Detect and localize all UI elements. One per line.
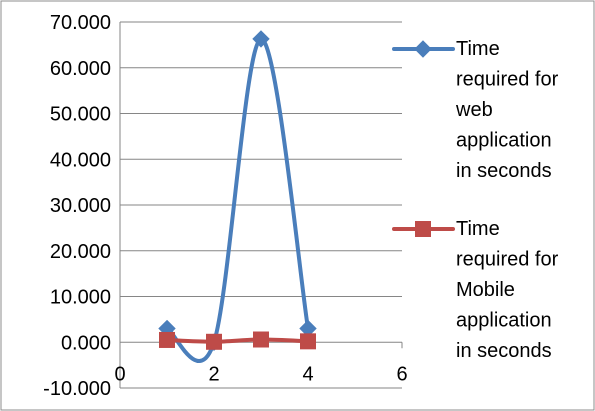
series-line (165, 337, 310, 344)
y-tick-label: -10.000 (43, 378, 111, 400)
x-tick-label: 0 (114, 363, 125, 385)
gridlines (120, 21, 402, 389)
legend-label-line: in seconds (456, 340, 552, 362)
y-tick-label: 30.000 (50, 195, 111, 217)
series-line (165, 36, 310, 363)
legend-label-line: Mobile (456, 279, 515, 301)
y-tick-label: 20.000 (50, 241, 111, 263)
y-tick-label: 50.000 (50, 104, 111, 126)
data-point (252, 30, 270, 48)
legend-label-line: required for (456, 249, 559, 271)
data-point (159, 331, 175, 348)
legend-item: Time required for web application in seconds (392, 38, 559, 182)
x-tick-label: 6 (396, 363, 407, 385)
legend: Time required for web application in seconds… (392, 38, 559, 362)
y-tick-label: 60.000 (50, 58, 111, 80)
y-tick-label: 70.000 (50, 12, 111, 34)
legend-label-line: required for (456, 69, 559, 91)
legend-label-line: web (455, 99, 493, 121)
legend-label-line: application (456, 130, 552, 152)
series-group (158, 30, 317, 363)
legend-item: Time required for Mobile application in seco… (392, 218, 559, 362)
y-tick-label: 40.000 (50, 149, 111, 171)
legend-label-line: application (456, 310, 552, 332)
data-point (206, 333, 222, 350)
data-point (253, 331, 269, 348)
axes: -10.000 0.000 10.000 20.000 30.000 40.000 50.0… (43, 12, 407, 400)
y-tick-label: 0.000 (61, 332, 111, 354)
x-tick-label: 4 (302, 363, 313, 385)
legend-label-line: Time (456, 218, 500, 240)
legend-swatch-marker (415, 221, 431, 237)
legend-label-line: Time (456, 38, 500, 60)
legend-swatch-marker (414, 40, 432, 58)
x-tick-label: 2 (208, 363, 219, 385)
data-point (300, 333, 316, 350)
y-tick-label: 10.000 (50, 287, 111, 309)
legend-label-line: in seconds (456, 160, 552, 182)
series-2 (159, 331, 316, 350)
